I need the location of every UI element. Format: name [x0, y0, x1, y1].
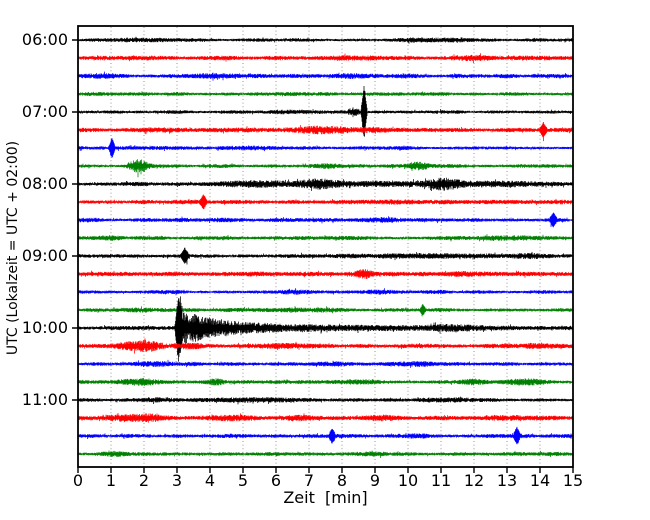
x-tick-label: 11: [430, 471, 452, 490]
x-tick-label: 10: [397, 471, 419, 490]
y-tick-label: 06:00: [21, 30, 68, 49]
x-tick-label: 7: [303, 471, 315, 490]
x-tick-label: 5: [237, 471, 249, 490]
x-tick-label: 4: [204, 471, 216, 490]
x-tick-label: 2: [138, 471, 150, 490]
x-tick-label: 15: [562, 471, 584, 490]
x-tick-label: 13: [496, 471, 518, 490]
x-tick-label: 3: [171, 471, 183, 490]
x-tick-label: 8: [336, 471, 348, 490]
x-tick-label: 6: [270, 471, 282, 490]
y-tick-label: 10:00: [21, 318, 68, 337]
x-tick-label: 0: [72, 471, 84, 490]
y-tick-label: 08:00: [21, 174, 68, 193]
x-tick-label: 12: [463, 471, 485, 490]
y-tick-label: 09:00: [21, 246, 68, 265]
x-tick-label: 9: [369, 471, 381, 490]
x-tick-label: 14: [529, 471, 551, 490]
y-tick-label: 11:00: [21, 390, 68, 409]
y-tick-label: 07:00: [21, 102, 68, 121]
x-tick-label: 1: [105, 471, 117, 490]
x-axis-label: Zeit [min]: [283, 488, 368, 507]
